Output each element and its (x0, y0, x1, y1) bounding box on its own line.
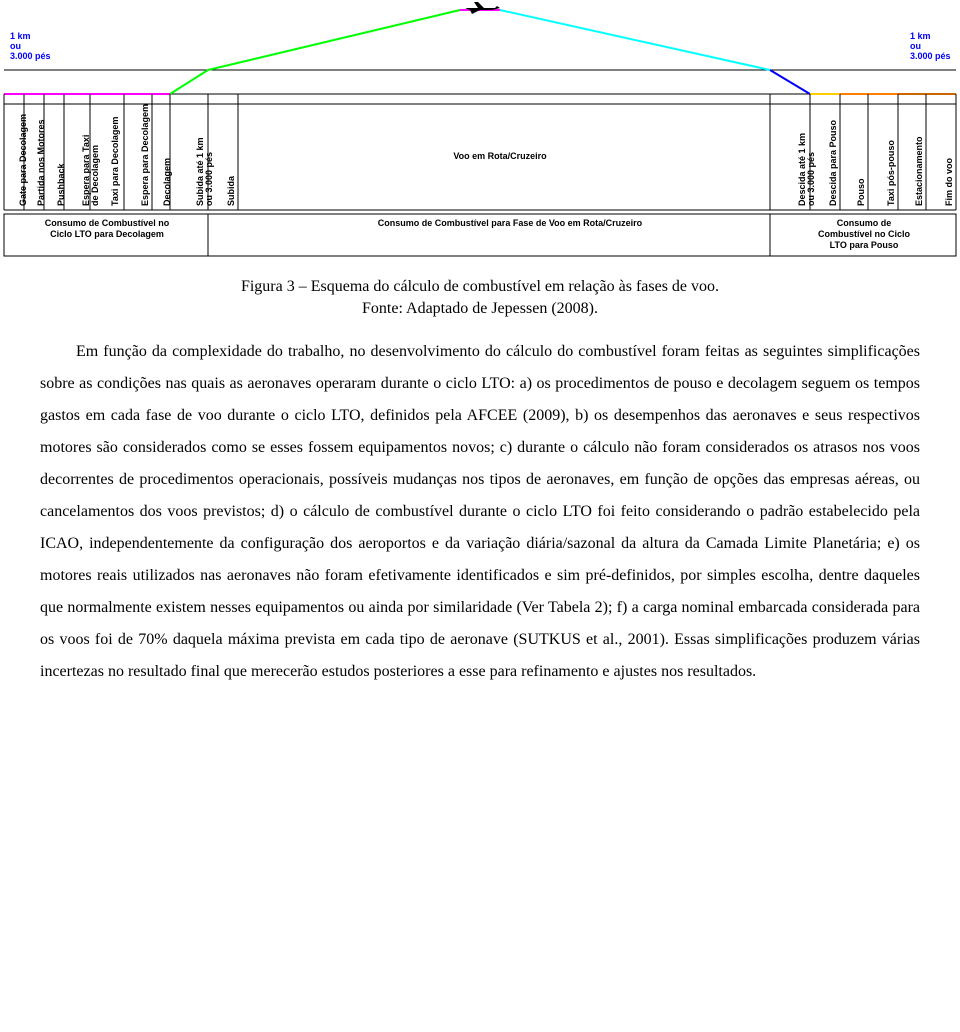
phase-label-8: Subida (226, 176, 236, 206)
altitude-label-left: 1 kmou3.000 pés (10, 32, 51, 62)
phase-label-15: Fim do voo (944, 158, 954, 206)
phase-label-13: Taxi pós-pouso (886, 140, 896, 206)
phase-label-14: Estacionamento (914, 136, 924, 206)
phase-label-12: Pouso (856, 178, 866, 206)
phase-label-9: Voo em Rota/Cruzeiro (440, 151, 560, 161)
consumption-label-1: Consumo de Combustível para Fase de Voo … (320, 218, 700, 229)
altitude-label-right: 1 kmou3.000 pés (910, 32, 951, 62)
phase-label-11: Descida para Pouso (828, 120, 838, 206)
phase-label-2: Pushback (56, 163, 66, 206)
consumption-label-2: Consumo deCombustível no CicloLTO para P… (776, 218, 952, 250)
phase-label-5: Espera para Decolagem (140, 104, 150, 206)
phase-label-10: Descida até 1 kmou 3.000 pés (798, 133, 817, 206)
flight-phase-diagram: 1 kmou3.000 pés 1 kmou3.000 pés Gate para … (0, 0, 960, 260)
body-paragraph: Em função da complexidade do trabalho, n… (40, 336, 920, 688)
figure-caption: Figura 3 – Esquema do cálculo de combust… (40, 278, 920, 296)
phase-label-7: Subida até 1 kmou 3.000 pés (196, 137, 215, 206)
consumption-label-0: Consumo de Combustível noCiclo LTO para … (12, 218, 202, 240)
figure-source: Fonte: Adaptado de Jepessen (2008). (40, 300, 920, 318)
figure-caption-block: Figura 3 – Esquema do cálculo de combust… (0, 260, 960, 318)
body-text: Em função da complexidade do trabalho, n… (0, 336, 960, 708)
phase-label-6: Decolagem (162, 158, 172, 206)
phase-label-3: Espera para Taxide Decolagem (82, 135, 101, 206)
phase-label-4: Taxi para Decolagem (110, 117, 120, 206)
phase-label-1: Partida nos Motores (36, 119, 46, 206)
phase-label-0: Gate para Decolagem (18, 114, 28, 206)
